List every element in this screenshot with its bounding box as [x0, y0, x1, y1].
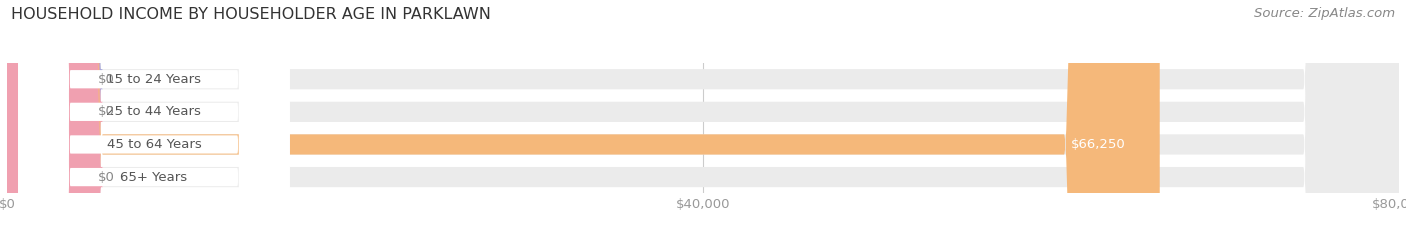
Text: $66,250: $66,250	[1070, 138, 1125, 151]
FancyBboxPatch shape	[18, 0, 290, 233]
FancyBboxPatch shape	[0, 0, 103, 233]
FancyBboxPatch shape	[0, 0, 103, 233]
Text: HOUSEHOLD INCOME BY HOUSEHOLDER AGE IN PARKLAWN: HOUSEHOLD INCOME BY HOUSEHOLDER AGE IN P…	[11, 7, 491, 22]
FancyBboxPatch shape	[0, 0, 103, 233]
Text: 25 to 44 Years: 25 to 44 Years	[107, 105, 201, 118]
FancyBboxPatch shape	[7, 0, 1160, 233]
Text: $0: $0	[97, 105, 114, 118]
FancyBboxPatch shape	[7, 0, 1399, 233]
Text: 65+ Years: 65+ Years	[121, 171, 187, 184]
Text: 15 to 24 Years: 15 to 24 Years	[107, 73, 201, 86]
Text: $0: $0	[97, 171, 114, 184]
FancyBboxPatch shape	[18, 0, 290, 233]
FancyBboxPatch shape	[7, 0, 1399, 233]
Text: 45 to 64 Years: 45 to 64 Years	[107, 138, 201, 151]
FancyBboxPatch shape	[7, 0, 1399, 233]
Text: $0: $0	[97, 73, 114, 86]
Text: Source: ZipAtlas.com: Source: ZipAtlas.com	[1254, 7, 1395, 20]
FancyBboxPatch shape	[18, 0, 290, 233]
FancyBboxPatch shape	[7, 0, 1399, 233]
FancyBboxPatch shape	[18, 0, 290, 233]
